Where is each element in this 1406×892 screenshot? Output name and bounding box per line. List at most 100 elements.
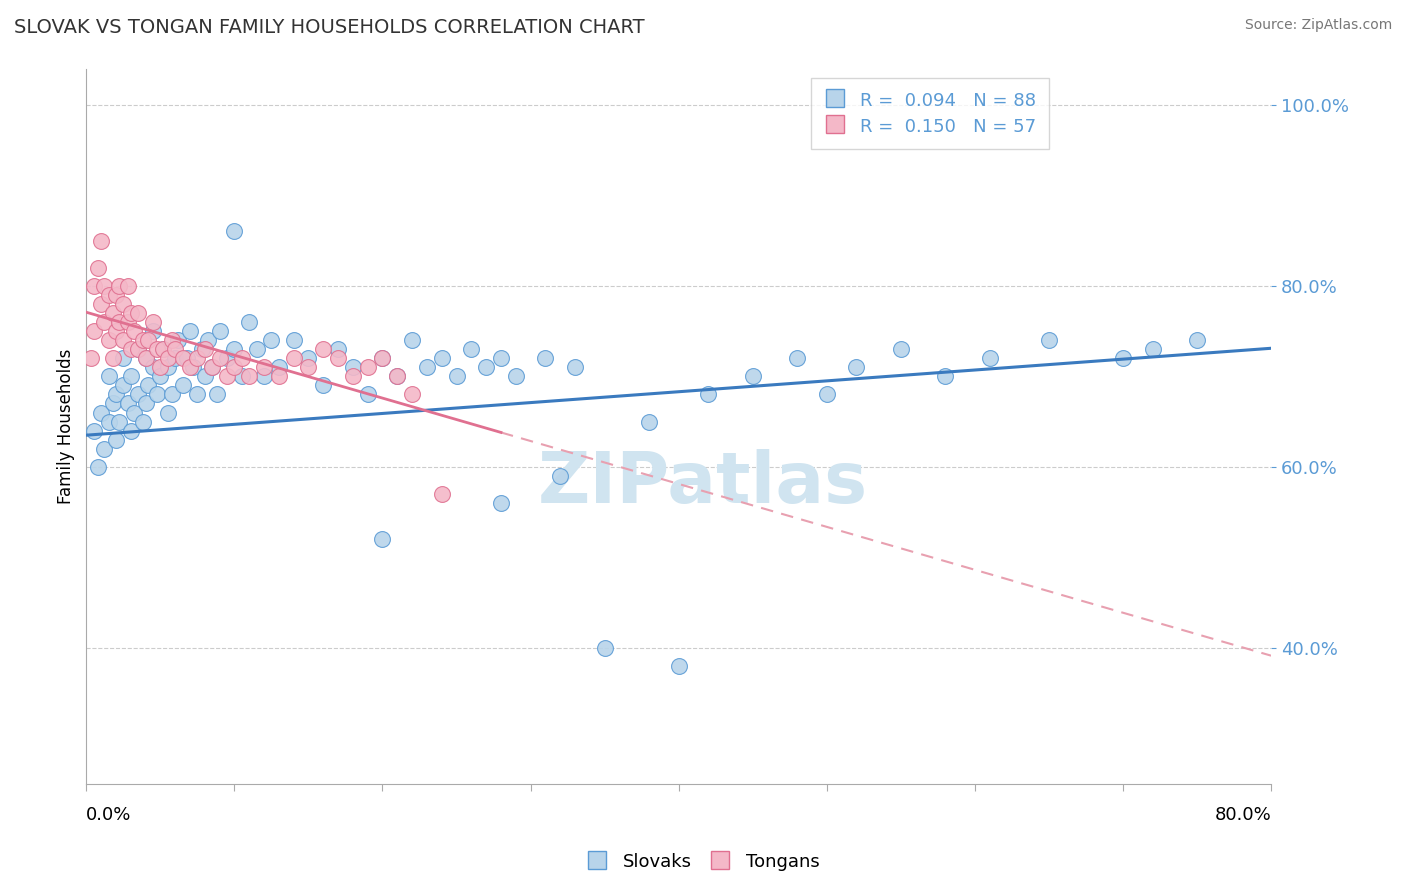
Point	[326, 351, 349, 366]
Point	[371, 533, 394, 547]
Point	[127, 387, 149, 401]
Point	[142, 360, 165, 375]
Point	[156, 351, 179, 366]
Point	[127, 306, 149, 320]
Point	[138, 378, 160, 392]
Point	[90, 297, 112, 311]
Point	[387, 369, 409, 384]
Point	[104, 324, 127, 338]
Point	[127, 342, 149, 356]
Point	[97, 369, 120, 384]
Point	[104, 288, 127, 302]
Point	[697, 387, 720, 401]
Point	[122, 324, 145, 338]
Point	[224, 225, 246, 239]
Point	[845, 360, 868, 375]
Point	[815, 387, 838, 401]
Point	[326, 342, 349, 356]
Point	[135, 351, 157, 366]
Point	[101, 306, 124, 320]
Point	[135, 351, 157, 366]
Legend: Slovaks, Tongans: Slovaks, Tongans	[579, 845, 827, 879]
Point	[489, 351, 512, 366]
Point	[371, 351, 394, 366]
Point	[108, 415, 131, 429]
Point	[342, 369, 364, 384]
Point	[231, 369, 253, 384]
Point	[186, 351, 208, 366]
Point	[172, 378, 194, 392]
Point	[194, 369, 217, 384]
Point	[165, 351, 187, 366]
Point	[297, 351, 319, 366]
Point	[146, 387, 169, 401]
Point	[93, 278, 115, 293]
Point	[97, 288, 120, 302]
Point	[238, 369, 260, 384]
Point	[83, 324, 105, 338]
Point	[138, 333, 160, 347]
Point	[253, 360, 276, 375]
Point	[90, 234, 112, 248]
Point	[564, 360, 586, 375]
Point	[201, 360, 224, 375]
Point	[117, 315, 139, 329]
Point	[505, 369, 527, 384]
Point	[181, 360, 204, 375]
Point	[283, 351, 305, 366]
Point	[934, 369, 956, 384]
Point	[489, 496, 512, 510]
Point	[1112, 351, 1135, 366]
Point	[208, 324, 231, 338]
Point	[87, 459, 110, 474]
Point	[460, 342, 482, 356]
Point	[172, 351, 194, 366]
Point	[253, 369, 276, 384]
Point	[90, 406, 112, 420]
Legend: R =  0.094   N = 88, R =  0.150   N = 57: R = 0.094 N = 88, R = 0.150 N = 57	[811, 78, 1049, 149]
Point	[120, 424, 142, 438]
Point	[104, 433, 127, 447]
Point	[283, 333, 305, 347]
Point	[160, 333, 183, 347]
Point	[246, 342, 269, 356]
Point	[548, 469, 571, 483]
Point	[446, 369, 468, 384]
Point	[267, 369, 290, 384]
Point	[416, 360, 439, 375]
Point	[112, 378, 135, 392]
Point	[117, 396, 139, 410]
Point	[179, 360, 201, 375]
Point	[108, 315, 131, 329]
Point	[297, 360, 319, 375]
Point	[205, 387, 228, 401]
Point	[208, 351, 231, 366]
Text: Source: ZipAtlas.com: Source: ZipAtlas.com	[1244, 18, 1392, 32]
Point	[890, 342, 912, 356]
Point	[179, 324, 201, 338]
Point	[401, 333, 423, 347]
Point	[93, 442, 115, 456]
Point	[135, 396, 157, 410]
Point	[152, 342, 174, 356]
Point	[638, 415, 661, 429]
Point	[786, 351, 808, 366]
Point	[1185, 333, 1208, 347]
Point	[127, 342, 149, 356]
Point	[176, 351, 198, 366]
Text: 80.0%: 80.0%	[1215, 806, 1271, 824]
Point	[156, 360, 179, 375]
Point	[156, 406, 179, 420]
Point	[312, 342, 335, 356]
Point	[979, 351, 1001, 366]
Text: 0.0%: 0.0%	[86, 806, 132, 824]
Point	[112, 351, 135, 366]
Point	[197, 333, 219, 347]
Point	[87, 260, 110, 275]
Point	[160, 387, 183, 401]
Point	[267, 360, 290, 375]
Point	[142, 315, 165, 329]
Point	[357, 360, 380, 375]
Point	[101, 396, 124, 410]
Point	[475, 360, 498, 375]
